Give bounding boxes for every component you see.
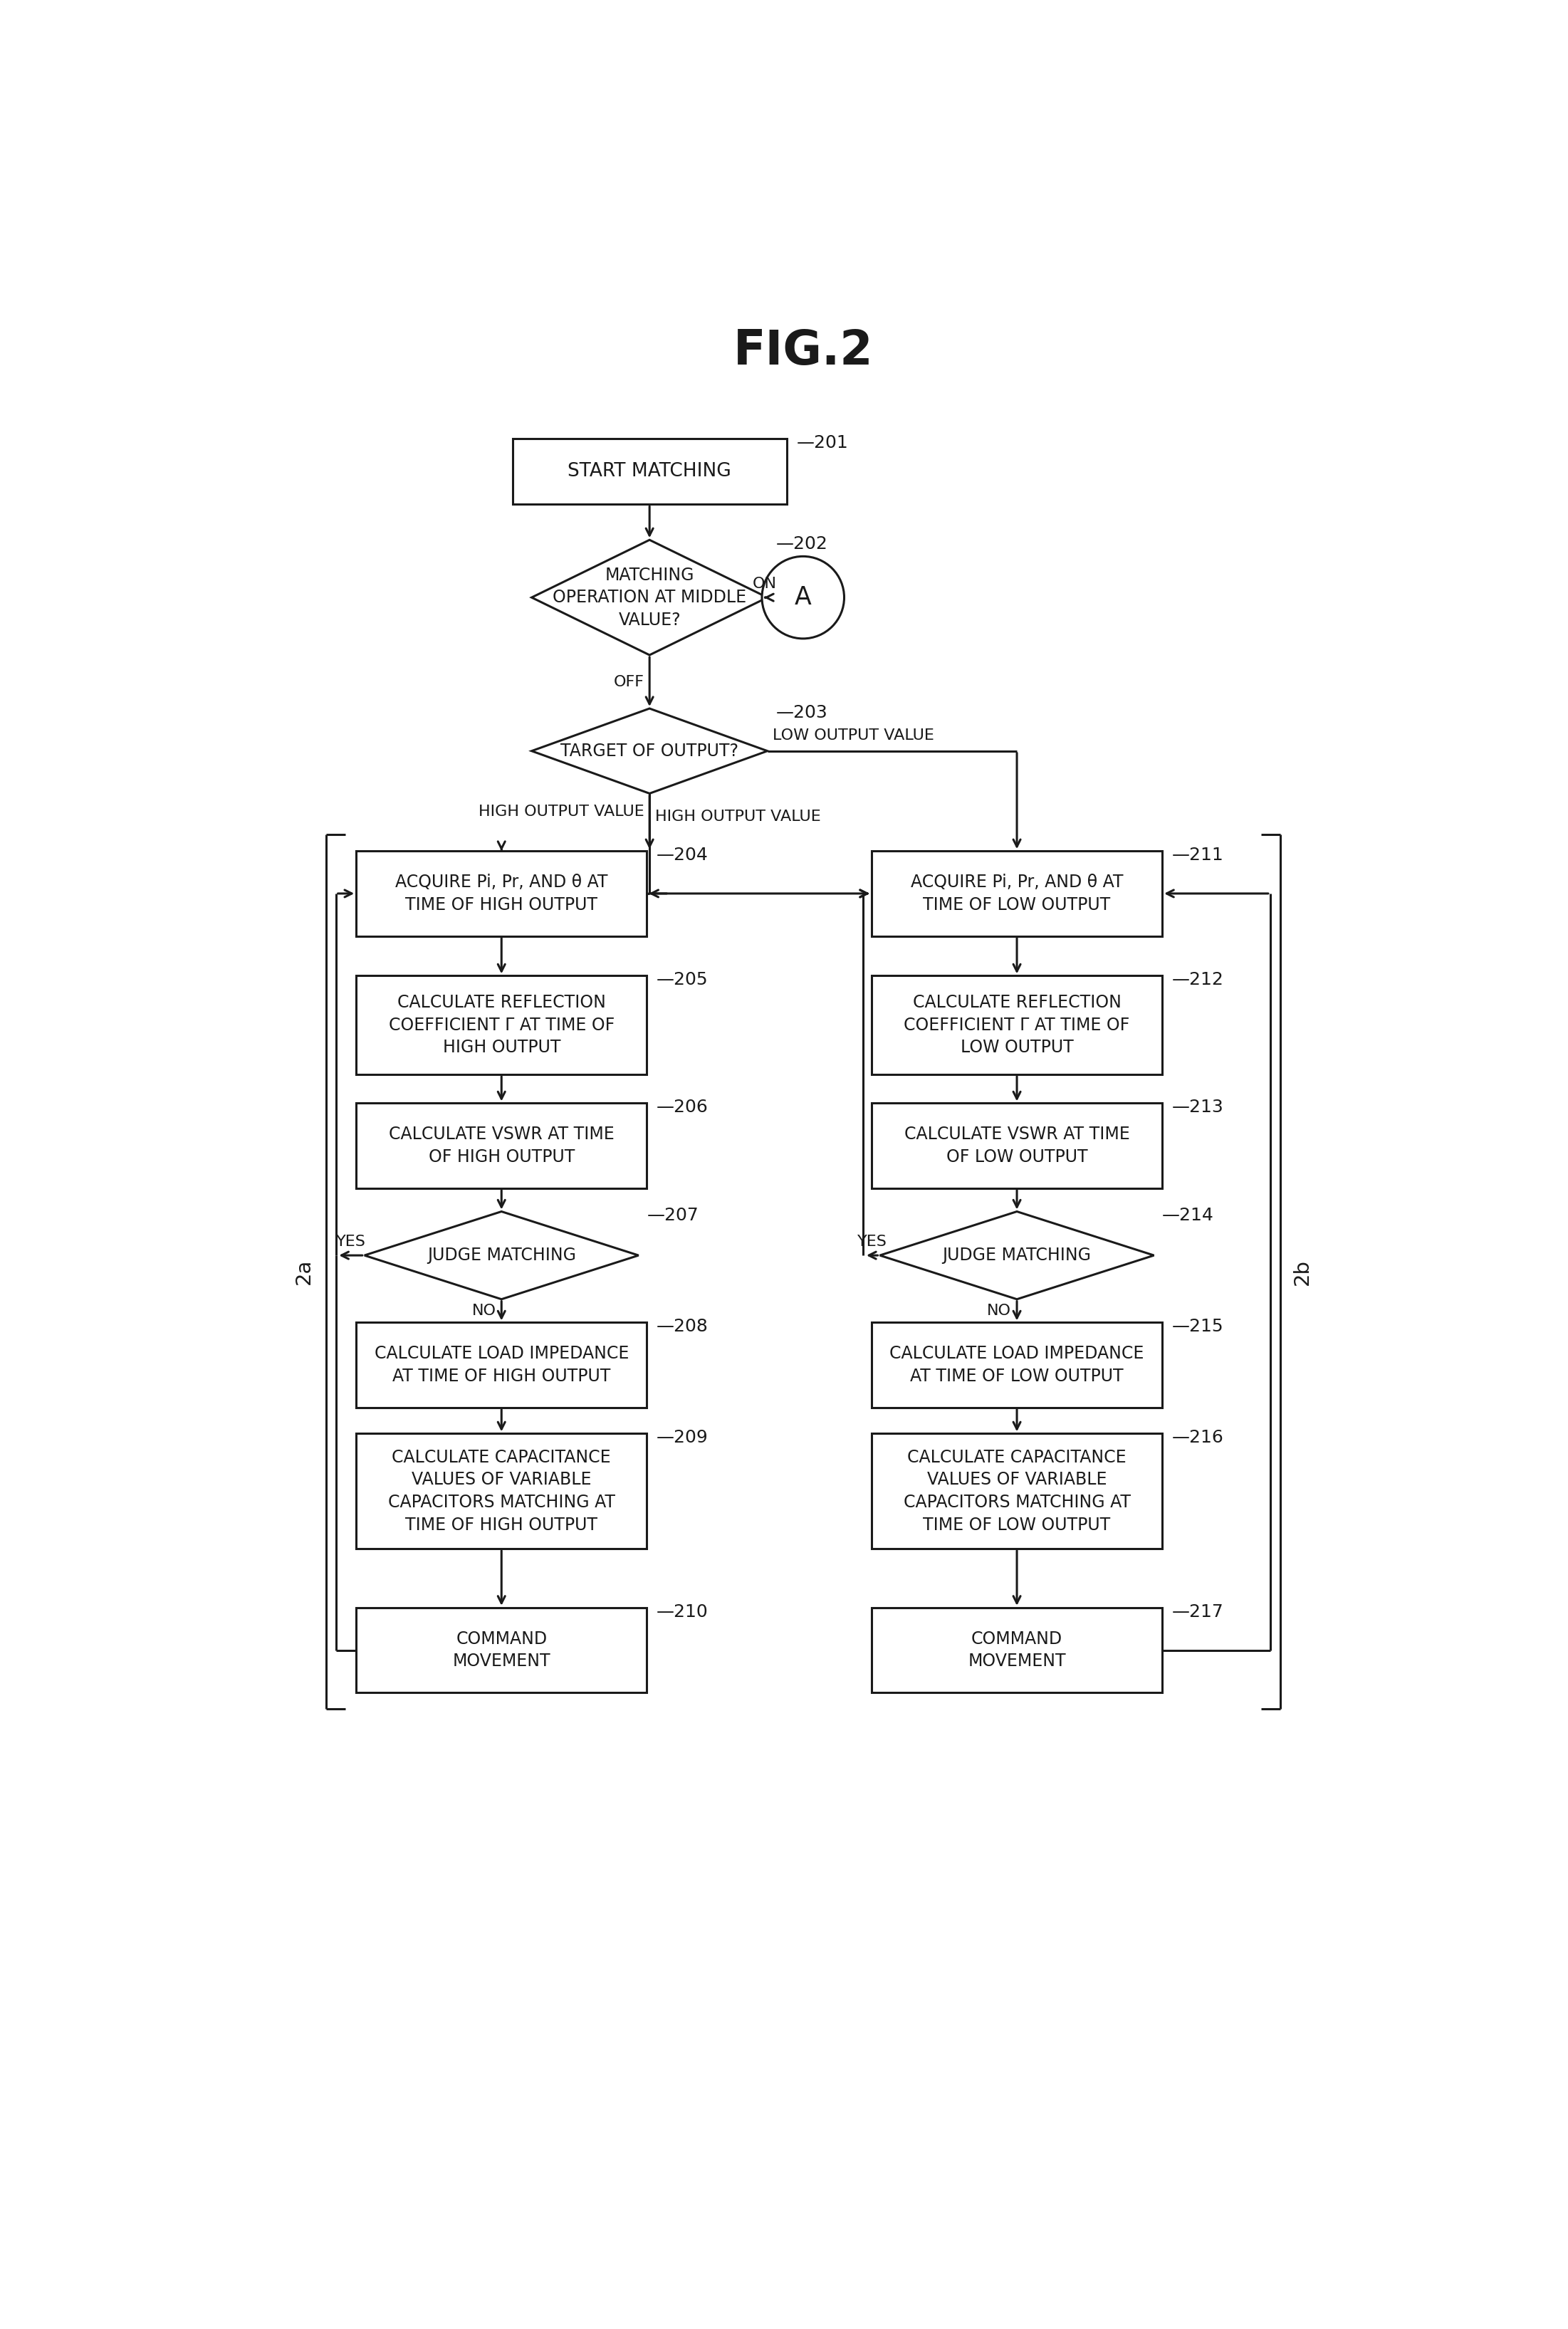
Text: —214: —214	[1162, 1206, 1214, 1225]
Text: CALCULATE VSWR AT TIME
OF HIGH OUTPUT: CALCULATE VSWR AT TIME OF HIGH OUTPUT	[389, 1125, 615, 1164]
Text: —213: —213	[1171, 1099, 1225, 1116]
Text: ACQUIRE Pi, Pr, AND θ AT
TIME OF HIGH OUTPUT: ACQUIRE Pi, Pr, AND θ AT TIME OF HIGH OU…	[395, 873, 608, 913]
Text: COMMAND
MOVEMENT: COMMAND MOVEMENT	[967, 1630, 1066, 1670]
Text: HIGH OUTPUT VALUE: HIGH OUTPUT VALUE	[655, 810, 820, 824]
FancyBboxPatch shape	[872, 1104, 1162, 1188]
FancyBboxPatch shape	[356, 1323, 646, 1407]
Text: LOW OUTPUT VALUE: LOW OUTPUT VALUE	[773, 729, 935, 743]
Text: START MATCHING: START MATCHING	[568, 461, 731, 480]
Text: TARGET OF OUTPUT?: TARGET OF OUTPUT?	[560, 743, 739, 759]
Text: ON: ON	[753, 578, 776, 592]
Text: —203: —203	[776, 703, 828, 722]
Text: NO: NO	[472, 1304, 495, 1318]
FancyBboxPatch shape	[872, 976, 1162, 1074]
FancyBboxPatch shape	[356, 976, 646, 1074]
Text: —202: —202	[776, 536, 828, 552]
Text: —217: —217	[1171, 1602, 1225, 1621]
Polygon shape	[364, 1211, 638, 1300]
FancyBboxPatch shape	[872, 1435, 1162, 1549]
Text: CALCULATE CAPACITANCE
VALUES OF VARIABLE
CAPACITORS MATCHING AT
TIME OF LOW OUTP: CALCULATE CAPACITANCE VALUES OF VARIABLE…	[903, 1449, 1131, 1532]
FancyBboxPatch shape	[872, 1607, 1162, 1693]
Text: OFF: OFF	[613, 675, 644, 689]
Text: MATCHING
OPERATION AT MIDDLE
VALUE?: MATCHING OPERATION AT MIDDLE VALUE?	[552, 566, 746, 629]
Text: CALCULATE CAPACITANCE
VALUES OF VARIABLE
CAPACITORS MATCHING AT
TIME OF HIGH OUT: CALCULATE CAPACITANCE VALUES OF VARIABLE…	[387, 1449, 615, 1532]
Text: CALCULATE LOAD IMPEDANCE
AT TIME OF LOW OUTPUT: CALCULATE LOAD IMPEDANCE AT TIME OF LOW …	[889, 1346, 1145, 1386]
Text: JUDGE MATCHING: JUDGE MATCHING	[426, 1246, 575, 1265]
Text: —211: —211	[1171, 848, 1225, 864]
FancyBboxPatch shape	[872, 1323, 1162, 1407]
FancyBboxPatch shape	[356, 1607, 646, 1693]
Text: YES: YES	[336, 1234, 365, 1248]
FancyBboxPatch shape	[356, 1104, 646, 1188]
Text: —216: —216	[1171, 1430, 1225, 1446]
Text: —201: —201	[797, 433, 848, 452]
Text: —206: —206	[657, 1099, 709, 1116]
Text: —207: —207	[646, 1206, 699, 1225]
FancyBboxPatch shape	[513, 438, 787, 505]
Text: 2b: 2b	[1292, 1258, 1312, 1286]
Text: —212: —212	[1171, 971, 1225, 987]
Polygon shape	[532, 708, 767, 794]
Text: CALCULATE REFLECTION
COEFFICIENT Γ AT TIME OF
HIGH OUTPUT: CALCULATE REFLECTION COEFFICIENT Γ AT TI…	[389, 994, 615, 1055]
FancyBboxPatch shape	[872, 850, 1162, 936]
Text: —215: —215	[1171, 1318, 1223, 1335]
FancyBboxPatch shape	[356, 850, 646, 936]
Text: —205: —205	[657, 971, 709, 987]
Text: A: A	[795, 585, 812, 610]
Text: —210: —210	[657, 1602, 709, 1621]
Text: NO: NO	[988, 1304, 1011, 1318]
Circle shape	[762, 557, 844, 638]
Text: —204: —204	[657, 848, 709, 864]
Text: FIG.2: FIG.2	[734, 328, 873, 375]
Text: YES: YES	[858, 1234, 887, 1248]
Text: COMMAND
MOVEMENT: COMMAND MOVEMENT	[453, 1630, 550, 1670]
FancyBboxPatch shape	[356, 1435, 646, 1549]
Text: CALCULATE VSWR AT TIME
OF LOW OUTPUT: CALCULATE VSWR AT TIME OF LOW OUTPUT	[905, 1125, 1129, 1164]
Polygon shape	[532, 540, 767, 654]
Text: HIGH OUTPUT VALUE: HIGH OUTPUT VALUE	[478, 804, 644, 820]
Text: ACQUIRE Pi, Pr, AND θ AT
TIME OF LOW OUTPUT: ACQUIRE Pi, Pr, AND θ AT TIME OF LOW OUT…	[911, 873, 1123, 913]
Text: 2a: 2a	[295, 1260, 314, 1286]
Text: CALCULATE LOAD IMPEDANCE
AT TIME OF HIGH OUTPUT: CALCULATE LOAD IMPEDANCE AT TIME OF HIGH…	[375, 1346, 629, 1386]
Text: —208: —208	[657, 1318, 709, 1335]
Text: JUDGE MATCHING: JUDGE MATCHING	[942, 1246, 1091, 1265]
Text: —209: —209	[657, 1430, 709, 1446]
Text: CALCULATE REFLECTION
COEFFICIENT Γ AT TIME OF
LOW OUTPUT: CALCULATE REFLECTION COEFFICIENT Γ AT TI…	[903, 994, 1131, 1055]
Polygon shape	[880, 1211, 1154, 1300]
